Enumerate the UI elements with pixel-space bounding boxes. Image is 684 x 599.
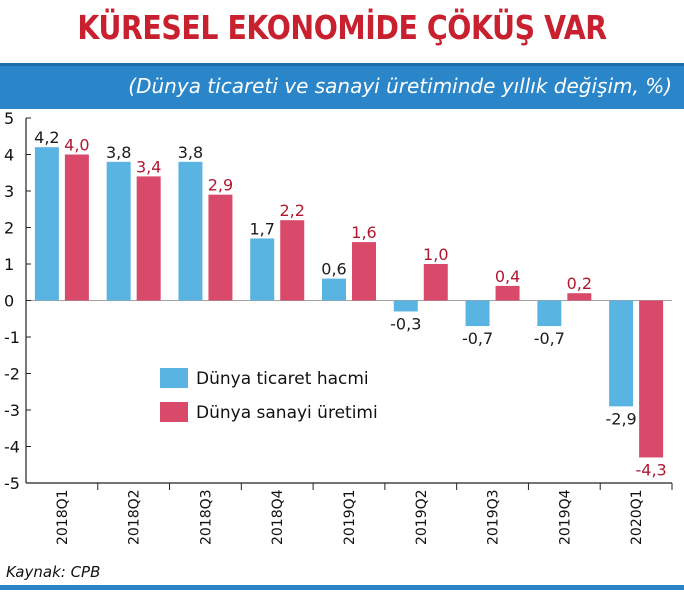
trade-data-label: -2,9 xyxy=(606,409,637,428)
x-tick-label: 2018Q2 xyxy=(127,489,143,545)
industry-data-label: -4,3 xyxy=(636,460,667,479)
trade-bar xyxy=(609,300,634,407)
industry-bar xyxy=(136,176,161,301)
trade-bar xyxy=(178,161,203,301)
trade-bar xyxy=(393,300,418,312)
y-tick-label: 4 xyxy=(4,146,14,165)
chart-axes: 5 4 3 2 1 0 -1 -2 -3 -4 -5 2018Q1 2018Q2 2018Q3 2018Q4… xyxy=(4,109,673,545)
legend-swatch-industry xyxy=(160,402,188,422)
chart-title: KÜRESEL EKONOMİDE ÇÖKÜŞ VAR xyxy=(77,8,607,47)
industry-data-label: 0,4 xyxy=(495,267,520,286)
y-tick-label: 3 xyxy=(4,182,14,201)
y-tick-label: -4 xyxy=(4,438,20,457)
y-tick-label: -1 xyxy=(4,328,20,347)
y-tick-label: -2 xyxy=(4,365,20,384)
industry-data-label: 2,2 xyxy=(279,201,304,220)
industry-data-label: 3,4 xyxy=(136,157,161,176)
bar-chart: 5 4 3 2 1 0 -1 -2 -3 -4 -5 2018Q1 2018Q2 2018Q3 2018Q4… xyxy=(4,109,673,545)
x-tick-label: 2019Q3 xyxy=(486,489,502,545)
industry-bar xyxy=(280,220,305,301)
trade-bar xyxy=(106,161,131,301)
x-tick-label: 2018Q4 xyxy=(270,489,286,545)
trade-data-label: 3,8 xyxy=(178,143,203,162)
chart-bars xyxy=(34,147,664,458)
industry-bar xyxy=(64,154,89,301)
y-tick-label: 2 xyxy=(4,219,14,238)
data-labels: 4,2 4,0 3,8 3,4 3,8 2,9 1,7 2,2 0,6 1,6 -0,3 1,0 -0,… xyxy=(34,128,667,479)
x-tick-label: 2019Q1 xyxy=(342,489,358,545)
trade-bar xyxy=(465,300,490,327)
legend-label-trade: Dünya ticaret hacmi xyxy=(196,369,369,389)
subtitle-band: (Dünya ticareti ve sanayi üretiminde yıl… xyxy=(0,63,684,109)
x-tick-label: 2020Q1 xyxy=(629,489,645,545)
trade-bar xyxy=(537,300,562,327)
trade-data-label: 0,6 xyxy=(321,260,346,279)
trade-bar xyxy=(322,278,346,301)
industry-data-label: 2,9 xyxy=(208,176,233,195)
x-tick-label: 2019Q2 xyxy=(414,489,430,545)
trade-data-label: -0,3 xyxy=(390,314,421,333)
trade-data-label: -0,7 xyxy=(462,329,493,348)
chart-legend: Dünya ticaret hacmi Dünya sanayi üretimi xyxy=(160,368,378,423)
trade-bar xyxy=(250,238,275,301)
industry-data-label: 1,6 xyxy=(351,223,376,242)
industry-bar xyxy=(423,264,448,301)
x-tick-label: 2019Q4 xyxy=(557,489,573,545)
industry-data-label: 0,2 xyxy=(567,274,592,293)
industry-bar xyxy=(639,300,664,458)
legend-label-industry: Dünya sanayi üretimi xyxy=(196,403,378,423)
y-tick-label: 0 xyxy=(4,292,14,311)
industry-bar xyxy=(567,293,592,301)
legend-swatch-trade xyxy=(160,368,188,388)
y-tick-label: 5 xyxy=(4,109,14,128)
y-tick-label: 1 xyxy=(4,255,14,274)
x-tick-label: 2018Q3 xyxy=(198,489,214,545)
industry-data-label: 1,0 xyxy=(423,245,448,264)
trade-data-label: 1,7 xyxy=(249,219,274,238)
industry-data-label: 4,0 xyxy=(64,136,89,155)
chart-subtitle: (Dünya ticareti ve sanayi üretiminde yıl… xyxy=(128,74,672,98)
trade-data-label: 3,8 xyxy=(106,143,131,162)
industry-bar xyxy=(352,242,376,301)
trade-data-label: -0,7 xyxy=(534,329,565,348)
industry-bar xyxy=(495,285,520,301)
y-tick-label: -5 xyxy=(4,474,20,493)
source-rule xyxy=(0,585,684,590)
industry-bar xyxy=(208,194,233,301)
source-note: Kaynak: CPB xyxy=(6,563,101,581)
trade-data-label: 4,2 xyxy=(34,128,59,147)
x-tick-label: 2018Q1 xyxy=(55,489,71,545)
trade-bar xyxy=(34,147,59,301)
y-tick-label: -3 xyxy=(4,401,20,420)
